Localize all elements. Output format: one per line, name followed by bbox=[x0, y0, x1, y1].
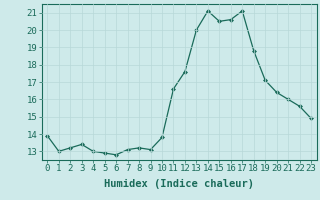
X-axis label: Humidex (Indice chaleur): Humidex (Indice chaleur) bbox=[104, 179, 254, 189]
